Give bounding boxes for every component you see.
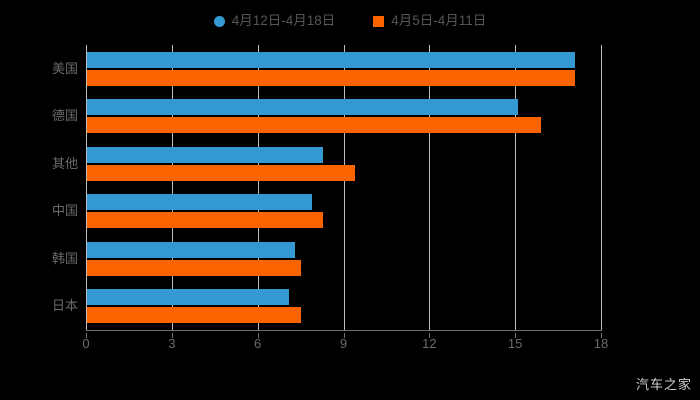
bar[interactable] xyxy=(86,69,576,86)
gridline-x-18 xyxy=(601,45,602,330)
x-axis-tick-label: 6 xyxy=(254,336,262,351)
x-axis-tick-mark xyxy=(515,333,517,338)
x-axis-tick-mark xyxy=(429,333,431,338)
legend-item-series-0[interactable]: 4月12日-4月18日 xyxy=(213,13,336,28)
x-axis-tick-label: 9 xyxy=(339,336,348,351)
bar[interactable] xyxy=(86,194,313,211)
bar[interactable] xyxy=(86,259,301,276)
plot-area xyxy=(86,45,602,331)
bar-group xyxy=(86,188,601,236)
chart-legend: 4月12日-4月18日 4月5日-4月11日 xyxy=(0,8,700,34)
bar-group xyxy=(86,283,601,331)
x-axis-tick-labels: 0 3 6 9 12 15 18 xyxy=(82,333,608,355)
gridline-x-9 xyxy=(343,45,345,330)
x-axis-tick-mark xyxy=(257,333,259,338)
bar[interactable] xyxy=(86,164,355,181)
y-axis-category-labels: 美国德国其他中国韩国日本 xyxy=(0,45,78,330)
bar[interactable] xyxy=(86,51,576,68)
bar[interactable] xyxy=(86,289,290,306)
bar[interactable] xyxy=(86,146,324,163)
y-axis-label: 日本 xyxy=(51,298,78,314)
bar-group xyxy=(86,140,601,188)
y-axis-label: 德国 xyxy=(51,108,78,124)
bar[interactable] xyxy=(86,117,541,134)
y-axis-line xyxy=(86,45,87,330)
x-axis-tick-mark xyxy=(343,333,345,338)
gridline-x-12 xyxy=(429,45,431,330)
bar[interactable] xyxy=(86,212,324,229)
y-axis-label: 韩国 xyxy=(51,250,78,266)
x-axis-tick-mark xyxy=(601,333,602,338)
x-axis-tick-label: 18 xyxy=(593,336,609,351)
legend-label-series-0: 4月12日-4月18日 xyxy=(231,13,336,28)
x-axis-tick-label: 15 xyxy=(507,336,523,351)
legend-circle-marker-icon xyxy=(213,15,225,27)
bar-group xyxy=(86,93,601,141)
y-axis-label: 美国 xyxy=(51,60,78,76)
gridline-x-6 xyxy=(257,45,259,330)
x-axis-tick-mark xyxy=(171,333,173,338)
bar-group xyxy=(86,45,601,93)
legend-label-series-1: 4月5日-4月11日 xyxy=(391,13,487,28)
x-axis-tick-label: 0 xyxy=(82,336,90,351)
bar[interactable] xyxy=(86,99,519,116)
y-axis-label: 其他 xyxy=(51,155,78,171)
x-axis-tick-mark xyxy=(86,333,87,338)
legend-square-marker-icon xyxy=(373,15,385,27)
gridline-x-15 xyxy=(515,45,517,330)
watermark: 汽车之家 xyxy=(635,377,692,392)
bar-group xyxy=(86,235,601,283)
x-axis-tick-label: 12 xyxy=(422,336,437,351)
bar[interactable] xyxy=(86,307,301,324)
gridline-x-3 xyxy=(171,45,173,330)
x-axis-line xyxy=(86,330,602,331)
x-axis-tick-label: 3 xyxy=(168,336,176,351)
legend-item-series-1[interactable]: 4月5日-4月11日 xyxy=(373,14,486,28)
bar[interactable] xyxy=(86,241,295,258)
y-axis-label: 中国 xyxy=(51,203,78,219)
